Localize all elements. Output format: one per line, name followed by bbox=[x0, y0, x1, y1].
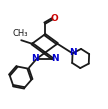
Text: O: O bbox=[51, 14, 58, 23]
Text: CH₃: CH₃ bbox=[13, 29, 28, 38]
Text: N: N bbox=[31, 54, 39, 63]
Text: N: N bbox=[51, 54, 58, 63]
Text: N: N bbox=[69, 48, 76, 57]
